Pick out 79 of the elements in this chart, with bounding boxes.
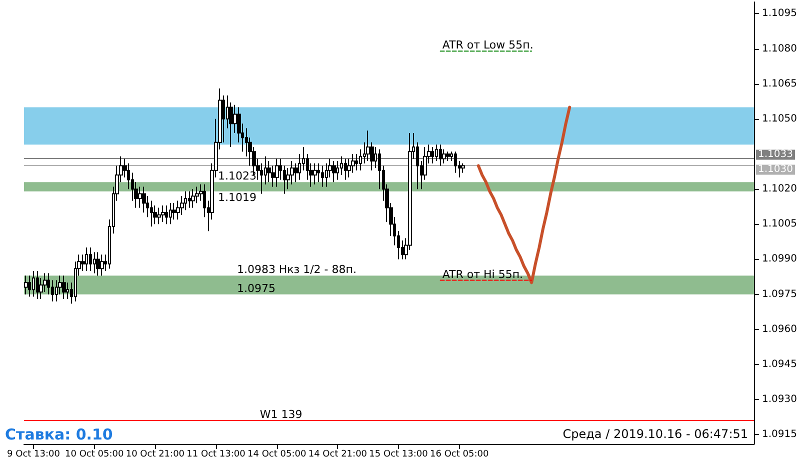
candlestick xyxy=(340,156,343,176)
candlestick xyxy=(176,200,180,220)
candlestick xyxy=(431,146,434,164)
ref-line-label: 1.1033 xyxy=(758,149,794,160)
x-tick-label: 10 Oct 05:00 xyxy=(65,450,124,460)
candlestick xyxy=(96,252,100,276)
candlestick xyxy=(172,202,176,220)
candlestick xyxy=(55,280,58,302)
annotation: 1.0975 xyxy=(237,282,276,295)
x-tick-label: 11 Oct 13:00 xyxy=(186,450,246,460)
annotation: ATR от Hi 55п. xyxy=(442,268,524,281)
annotation: Среда / 2019.10.16 - 06:47:51 xyxy=(562,427,748,441)
candlestick xyxy=(336,160,339,180)
annotation: Ставка: 0.10 xyxy=(5,426,113,444)
y-tick-label: 1.1095 xyxy=(762,8,798,20)
candlestick xyxy=(461,162,465,174)
candlestick xyxy=(161,204,165,222)
y-tick-label: 1.1065 xyxy=(762,78,798,90)
candlestick xyxy=(325,162,328,188)
candlestick xyxy=(184,190,187,211)
candlestick xyxy=(138,186,142,208)
y-tick-label: 1.0990 xyxy=(762,254,798,265)
x-tick-label: 14 Oct 05:00 xyxy=(248,450,306,460)
candlestick xyxy=(180,196,184,216)
candlestick xyxy=(24,275,28,295)
candlestick xyxy=(85,247,88,272)
candlestick xyxy=(290,160,294,185)
candlestick xyxy=(313,162,317,185)
candlestick xyxy=(153,204,157,225)
candlestick xyxy=(169,202,172,225)
candlestick xyxy=(435,144,438,162)
x-tick-label: 10 Oct 21:00 xyxy=(126,450,185,460)
candlestick xyxy=(150,200,153,228)
candlestick xyxy=(93,252,96,274)
candlestick xyxy=(351,154,355,174)
x-tick-label: 14 Oct 21:00 xyxy=(308,450,368,460)
candlestick xyxy=(332,160,336,183)
candlestick xyxy=(454,151,457,174)
x-tick-label: 16 Oct 05:00 xyxy=(430,450,489,460)
y-tick-label: 1.0960 xyxy=(762,324,798,335)
candlestick xyxy=(142,186,146,213)
candlestick xyxy=(28,275,31,298)
candlestick xyxy=(165,204,168,225)
x-tick-label: 15 Oct 13:00 xyxy=(369,450,428,460)
candlestick xyxy=(442,148,446,164)
annotation: W1 139 xyxy=(260,408,302,422)
annotation: 1.0983 xyxy=(237,263,276,276)
y-tick-label: 1.1005 xyxy=(762,218,798,230)
candlestick xyxy=(32,270,35,298)
candlestick xyxy=(195,186,199,204)
candlestick xyxy=(321,165,324,188)
candlestick xyxy=(89,247,92,272)
y-tick-label: 1.0975 xyxy=(762,288,798,300)
candlestick xyxy=(439,144,442,166)
candlestick xyxy=(36,270,39,300)
candlestick xyxy=(355,154,358,171)
ref-line-label: 1.1030 xyxy=(758,164,794,176)
candlestick xyxy=(157,207,161,225)
candlestick xyxy=(267,160,271,183)
candlestick xyxy=(62,275,66,300)
x-tick-label: 9 Oct 13:00 xyxy=(7,450,60,460)
candlestick xyxy=(191,188,195,208)
y-tick-label: 1.0930 xyxy=(762,394,798,406)
candlestick xyxy=(275,158,279,188)
annotation: Нкз 1/2 - 88п. xyxy=(278,263,356,276)
annotation: ATR от Low 55п. xyxy=(442,38,534,52)
candlestick xyxy=(100,254,104,276)
annotation: 1.1019 xyxy=(218,190,257,204)
candlestick xyxy=(188,190,191,208)
y-tick-label: 1.0945 xyxy=(762,358,798,370)
annotation: 1.1023 xyxy=(218,170,257,183)
candlestick xyxy=(317,162,320,183)
y-tick-label: 1.1050 xyxy=(762,113,798,124)
y-tick-label: 1.1020 xyxy=(762,184,798,195)
candlestick xyxy=(347,158,351,178)
y-tick-label: 1.0915 xyxy=(762,429,798,440)
y-tick-label: 1.1080 xyxy=(762,43,798,54)
candlestick xyxy=(446,151,450,162)
candlestick xyxy=(344,158,347,180)
